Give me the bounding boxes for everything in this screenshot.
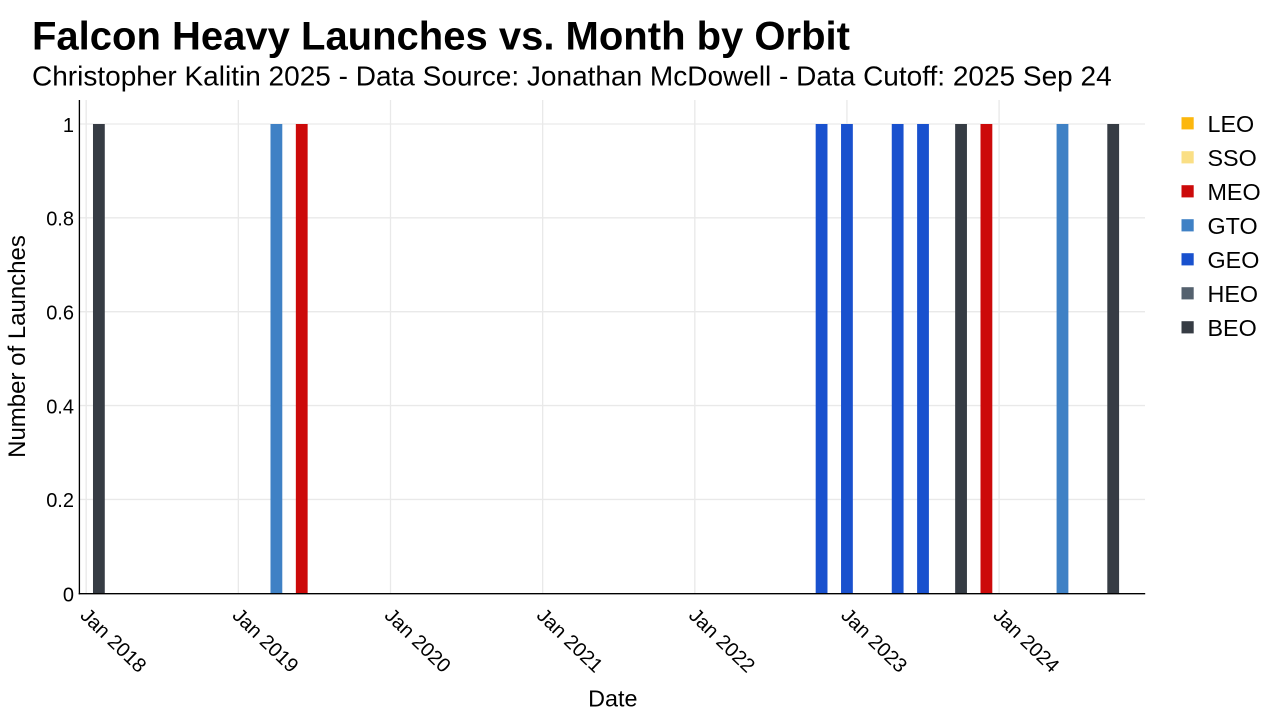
svg-text:HEO: HEO	[1208, 281, 1259, 307]
svg-text:0.2: 0.2	[46, 490, 74, 512]
svg-text:GEO: GEO	[1208, 247, 1260, 273]
svg-text:Falcon Heavy Launches vs. Mont: Falcon Heavy Launches vs. Month by Orbit	[32, 15, 850, 59]
svg-text:0.6: 0.6	[46, 303, 74, 325]
svg-text:1: 1	[63, 115, 74, 137]
svg-text:GTO: GTO	[1208, 213, 1258, 239]
svg-text:BEO: BEO	[1208, 315, 1257, 341]
svg-text:0.4: 0.4	[46, 396, 74, 418]
svg-text:0: 0	[63, 584, 74, 606]
svg-text:Number of Launches: Number of Launches	[4, 235, 31, 458]
svg-text:Date: Date	[588, 686, 637, 712]
svg-text:LEO: LEO	[1208, 111, 1255, 137]
svg-text:MEO: MEO	[1208, 179, 1261, 205]
svg-text:0.8: 0.8	[46, 209, 74, 231]
svg-text:SSO: SSO	[1208, 145, 1257, 171]
svg-text:Christopher Kalitin 2025 - Dat: Christopher Kalitin 2025 - Data Source: …	[32, 60, 1112, 91]
